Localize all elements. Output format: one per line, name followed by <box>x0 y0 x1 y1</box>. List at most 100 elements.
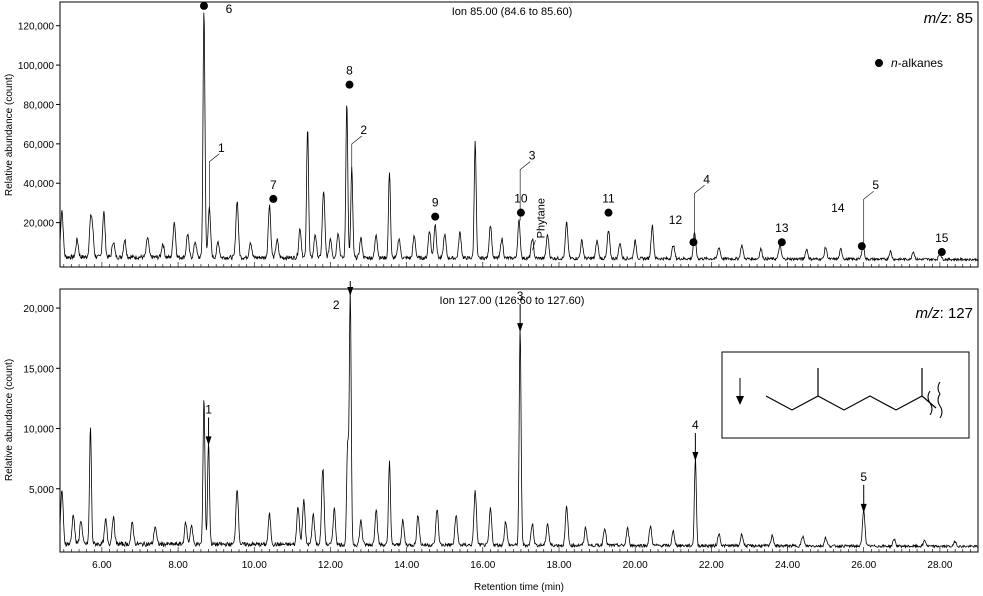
top-y-tick-label: 40,000 <box>23 179 54 190</box>
arrow-head-icon <box>205 436 212 446</box>
legend-marker <box>875 59 883 67</box>
bottom-peak-annotation: 1 <box>205 402 212 446</box>
top-peak-annotation: 7 <box>269 178 278 203</box>
top-peak-annotation: 11 <box>602 192 615 217</box>
x-tick-label: 18.00 <box>546 560 571 571</box>
n-alkane-marker <box>269 194 278 203</box>
top-mz-label: m/z: 85 <box>924 10 973 27</box>
top-peak-annotation: 13 <box>775 221 789 247</box>
x-tick-label: 28.00 <box>927 560 952 571</box>
bottom-x-ticks: 6.00 8.00 10.00 12.00 14.00 16.00 18.00 20.00 22… <box>63 547 979 571</box>
phytane-label: Phytane <box>535 198 547 238</box>
n-alkane-marker <box>937 248 946 257</box>
n-alkane-marker <box>516 208 525 217</box>
bottom-y-tick-label: 5,000 <box>29 485 54 496</box>
bottom-y-ticks: 5,000 10,000 15,000 20,000 <box>23 304 60 496</box>
peak-label: 9 <box>432 196 439 210</box>
top-peak-annotation: 6 <box>199 1 233 16</box>
arrow-head-icon <box>517 323 524 333</box>
peak-label: 12 <box>669 213 683 227</box>
x-tick-label: 20.00 <box>623 560 648 571</box>
bottom-y-axis-label: Relative abundance (count) <box>4 359 15 481</box>
inset-frame <box>721 351 970 439</box>
arrow-head-icon <box>347 287 354 297</box>
n-alkane-marker <box>345 80 354 89</box>
bottom-peak-annotation: 2 <box>333 281 354 312</box>
top-panel: Ion 85.00 (84.6 to 85.60) m/z: 85 n-alka… <box>4 1 979 268</box>
peak-label: 1 <box>205 402 212 416</box>
top-peak-annotation: 15 <box>935 231 949 257</box>
x-tick-label: 6.00 <box>92 560 112 571</box>
n-alkane-marker <box>431 212 440 221</box>
x-axis-label: Retention time (min) <box>474 582 564 593</box>
top-y-tick-label: 60,000 <box>23 140 54 151</box>
peak-label: 2 <box>360 123 367 137</box>
n-alkane-marker <box>857 242 866 251</box>
x-tick-label: 22.00 <box>699 560 724 571</box>
leader-line <box>209 153 220 213</box>
bottom-plot-frame <box>59 288 979 553</box>
structure-inset <box>721 351 970 439</box>
leader-line <box>532 240 536 251</box>
leader-line <box>694 185 705 245</box>
arrow-head-icon <box>860 503 867 513</box>
top-peak-annotation: 1 <box>209 141 225 213</box>
top-plot-frame <box>59 1 979 268</box>
top-peak-annotation: 8 <box>345 64 354 89</box>
peak-label: 3 <box>529 149 536 163</box>
top-peak-annotation: 5 <box>863 178 879 251</box>
top-peak-annotation: 12 <box>669 213 698 247</box>
x-tick-label: 14.00 <box>394 560 419 571</box>
bottom-peak-annotation: 4 <box>692 418 699 462</box>
peak-label: 3 <box>517 289 524 303</box>
leader-line <box>863 190 874 251</box>
x-tick-label: 8.00 <box>168 560 188 571</box>
x-tick-label: 16.00 <box>470 560 495 571</box>
top-peak-annotation: 10 <box>514 192 528 217</box>
n-alkane-marker <box>199 1 208 10</box>
bottom-mz-label: m/z: 127 <box>915 305 973 322</box>
down-arrow-icon <box>736 378 744 405</box>
top-y-tick-label: 80,000 <box>23 100 54 111</box>
top-y-tick-label: 120,000 <box>18 22 55 33</box>
top-peak-annotation: 4 <box>694 172 710 245</box>
peak-label: 10 <box>514 192 528 206</box>
bottom-y-tick-label: 10,000 <box>23 425 54 436</box>
leader-line <box>519 161 531 221</box>
n-alkane-marker <box>689 238 698 247</box>
n-alkane-marker <box>777 238 786 247</box>
peak-label: 4 <box>703 172 710 186</box>
peak-label: 15 <box>935 231 949 245</box>
top-y-tick-label: 100,000 <box>18 61 55 72</box>
peak-label: 1 <box>218 141 225 155</box>
bottom-peak-annotation: 5 <box>860 470 867 513</box>
bottom-peak-annotation: 3 <box>517 289 524 333</box>
bottom-trace-line <box>59 289 979 550</box>
x-tick-label: 24.00 <box>775 560 800 571</box>
x-tick-label: 12.00 <box>318 560 343 571</box>
x-tick-label: 10.00 <box>242 560 267 571</box>
bottom-y-tick-label: 20,000 <box>23 304 54 315</box>
top-peak-annotation: 14 <box>831 201 866 251</box>
top-y-ticks: 20,000 40,000 60,000 80,000 100,000 120,000 <box>18 22 60 230</box>
bottom-ion-title: Ion 127.00 (126.60 to 127.60) <box>440 295 585 307</box>
legend-label: n-alkanes <box>891 56 943 70</box>
peak-label: 14 <box>831 201 845 215</box>
bottom-peak-annotations: 1 2 3 4 5 <box>205 281 867 513</box>
peak-label: 13 <box>775 221 789 235</box>
peak-label: 2 <box>333 298 340 312</box>
top-peak-annotation: Phytane <box>532 198 547 251</box>
bottom-panel: Ion 127.00 (126.60 to 127.60) m/z: 127 R… <box>4 281 979 593</box>
arrow-head-icon <box>692 452 699 462</box>
leader-line <box>351 135 362 172</box>
peak-label: 11 <box>602 192 615 206</box>
top-peak-annotation: 2 <box>351 123 367 172</box>
top-ion-title: Ion 85.00 (84.6 to 85.60) <box>452 6 572 18</box>
x-tick-label: 26.00 <box>851 560 876 571</box>
bottom-y-tick-label: 15,000 <box>23 364 54 375</box>
peak-label: 4 <box>692 418 699 432</box>
peak-label: 5 <box>860 470 867 484</box>
n-alkane-marker <box>604 208 613 217</box>
